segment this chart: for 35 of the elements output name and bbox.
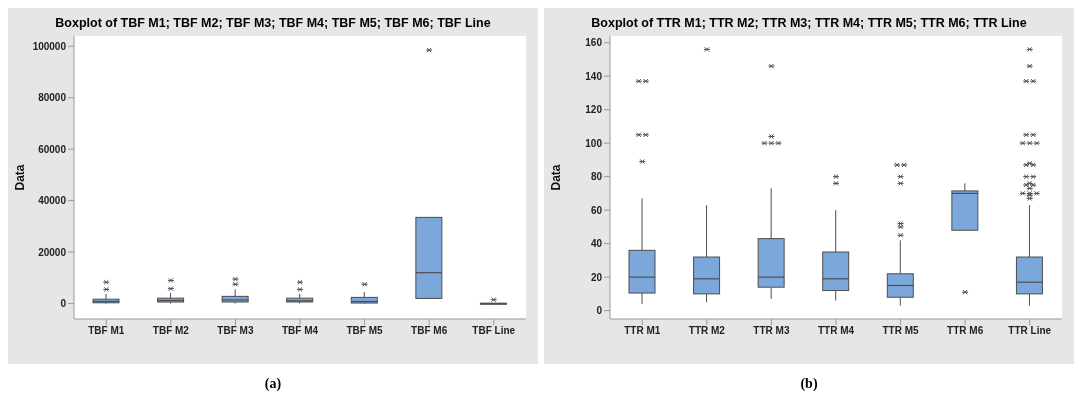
chart-title: Boxplot of TTR M1; TTR M2; TTR M3; TTR M4; TTR M5; TTR M6; TTR Line bbox=[590, 15, 1028, 30]
y-tick-label: 120 bbox=[585, 104, 603, 116]
x-tick-label: TBF M3 bbox=[217, 325, 254, 337]
y-tick-label: 60000 bbox=[38, 143, 67, 155]
y-tick-label: 0 bbox=[60, 298, 67, 310]
x-tick-label: TTR M2 bbox=[688, 325, 726, 337]
x-tick-label: TBF M5 bbox=[346, 325, 384, 337]
y-tick-label: 40 bbox=[590, 238, 603, 250]
y-tick-label: 80000 bbox=[38, 92, 67, 104]
y-tick-label: 40000 bbox=[38, 195, 67, 207]
chart-title: Boxplot of TBF M1; TBF M2; TBF M3; TBF M4; TBF M5; TBF M6; TBF Line bbox=[54, 15, 492, 30]
x-tick-label: TTR M6 bbox=[947, 325, 984, 337]
x-tick-label: TTR Line bbox=[1008, 325, 1052, 337]
x-tick-label: TBF M6 bbox=[411, 325, 448, 337]
y-axis-title: Data bbox=[549, 164, 564, 191]
x-tick-label: TTR M4 bbox=[817, 325, 855, 337]
y-tick-label: 80 bbox=[590, 171, 603, 183]
y-tick-label: 140 bbox=[585, 70, 603, 82]
x-tick-label: TTR M1 bbox=[624, 325, 661, 337]
x-tick-label: TBF M2 bbox=[152, 325, 190, 337]
x-tick-label: TTR M3 bbox=[753, 325, 790, 337]
y-tick-label: 60 bbox=[590, 204, 603, 216]
text: (a) bbox=[264, 376, 282, 392]
y-tick-label: 100000 bbox=[32, 40, 67, 52]
y-tick-label: 20 bbox=[590, 271, 603, 283]
x-tick-label: TBF M4 bbox=[281, 325, 319, 337]
y-tick-label: 100 bbox=[585, 137, 603, 149]
y-tick-label: 0 bbox=[596, 305, 603, 317]
x-tick-label: TBF M1 bbox=[88, 325, 125, 337]
y-tick-label: 160 bbox=[585, 37, 603, 49]
y-axis-title: Data bbox=[13, 164, 28, 191]
y-tick-label: 20000 bbox=[38, 246, 67, 258]
x-tick-label: TBF Line bbox=[472, 325, 516, 337]
x-tick-label: TTR M5 bbox=[882, 325, 920, 337]
text: (b) bbox=[800, 376, 818, 392]
